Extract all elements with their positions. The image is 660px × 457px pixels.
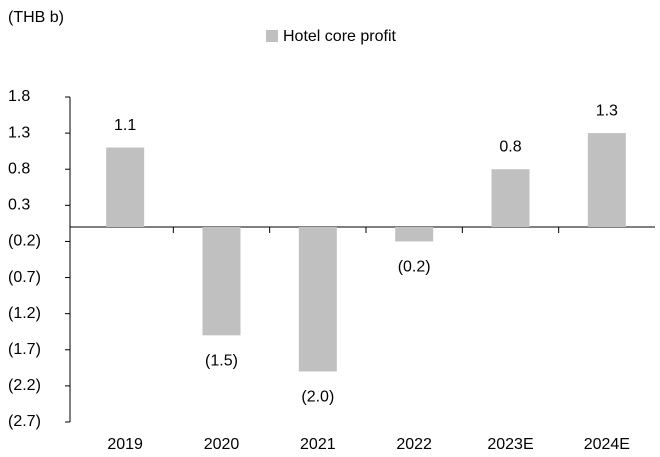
value-label: (0.2) bbox=[398, 259, 431, 276]
y-tick-label: 1.8 bbox=[8, 88, 30, 105]
value-label: 1.1 bbox=[114, 117, 136, 134]
y-tick-label: (1.7) bbox=[8, 341, 41, 358]
x-tick-label: 2019 bbox=[107, 436, 143, 453]
bar bbox=[298, 227, 337, 372]
y-tick-label: (0.7) bbox=[8, 269, 41, 286]
value-label: 0.8 bbox=[499, 138, 521, 155]
x-tick-label: 2020 bbox=[204, 436, 240, 453]
bar bbox=[491, 169, 530, 227]
y-axis-label: (THB b) bbox=[8, 9, 64, 26]
bar bbox=[587, 133, 626, 227]
x-tick-label: 2022 bbox=[396, 436, 432, 453]
y-tick-label: (0.2) bbox=[8, 233, 41, 250]
y-tick-label: (1.2) bbox=[8, 305, 41, 322]
x-tick-label: 2024E bbox=[584, 436, 630, 453]
y-tick-label: 0.8 bbox=[8, 160, 30, 177]
y-tick-label: (2.7) bbox=[8, 413, 41, 430]
x-tick-label: 2023E bbox=[487, 436, 533, 453]
value-label: (2.0) bbox=[301, 389, 334, 406]
x-tick-label: 2021 bbox=[300, 436, 336, 453]
bar bbox=[106, 147, 145, 227]
legend-swatch bbox=[266, 30, 278, 42]
bar bbox=[202, 227, 241, 336]
legend-label: Hotel core profit bbox=[283, 28, 396, 45]
value-label: (1.5) bbox=[205, 353, 238, 370]
y-tick-label: 0.3 bbox=[8, 197, 30, 214]
bar bbox=[395, 227, 434, 242]
value-label: 1.3 bbox=[596, 102, 618, 119]
y-tick-label: (2.2) bbox=[8, 377, 41, 394]
y-tick-label: 1.3 bbox=[8, 124, 30, 141]
